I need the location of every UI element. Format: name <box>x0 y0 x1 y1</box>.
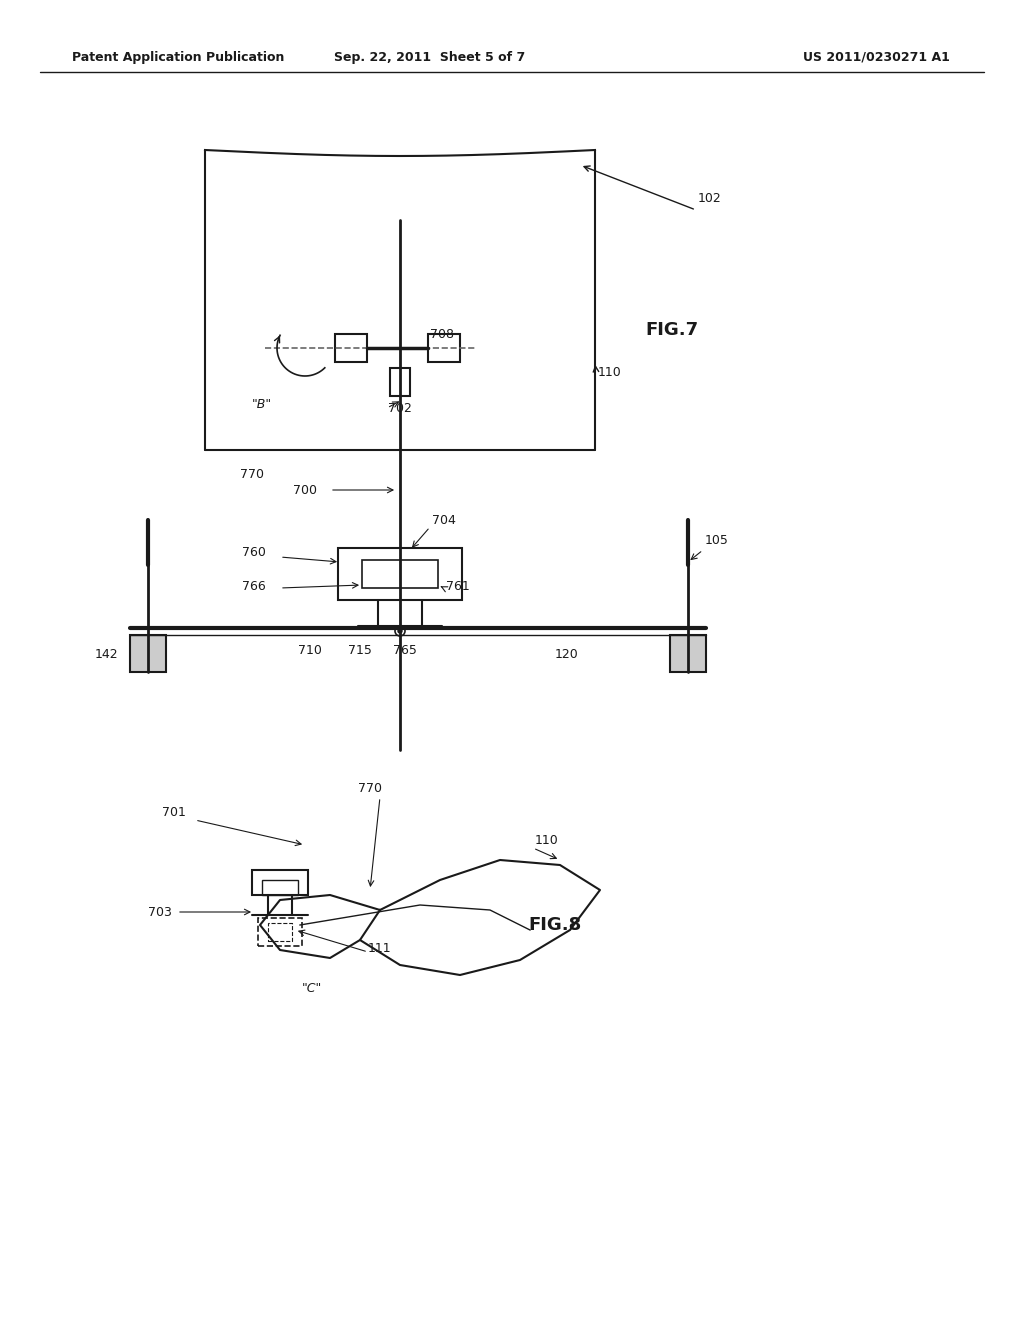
Text: FIG.7: FIG.7 <box>645 321 698 339</box>
Text: 701: 701 <box>162 805 186 818</box>
Text: 703: 703 <box>148 906 172 919</box>
Bar <box>428 334 460 362</box>
Bar <box>258 917 302 946</box>
Bar <box>262 880 298 895</box>
Circle shape <box>395 626 406 636</box>
Text: "B": "B" <box>252 399 272 412</box>
Bar <box>335 334 367 362</box>
Text: 105: 105 <box>705 533 729 546</box>
Text: 770: 770 <box>240 469 264 482</box>
Text: FIG.8: FIG.8 <box>528 916 582 935</box>
Bar <box>338 548 462 601</box>
Bar <box>362 560 438 587</box>
Text: 766: 766 <box>242 579 266 593</box>
Text: Sep. 22, 2011  Sheet 5 of 7: Sep. 22, 2011 Sheet 5 of 7 <box>335 50 525 63</box>
Text: 760: 760 <box>242 545 266 558</box>
Text: 120: 120 <box>555 648 579 661</box>
Text: US 2011/0230271 A1: US 2011/0230271 A1 <box>803 50 950 63</box>
Text: 110: 110 <box>535 833 559 846</box>
Text: 708: 708 <box>430 329 454 342</box>
Bar <box>390 368 410 396</box>
Text: 110: 110 <box>598 366 622 379</box>
Text: 102: 102 <box>698 191 722 205</box>
Bar <box>252 870 308 895</box>
Text: 700: 700 <box>293 483 317 496</box>
Text: 142: 142 <box>95 648 119 661</box>
Circle shape <box>398 630 402 634</box>
Text: 761: 761 <box>446 579 470 593</box>
Text: 704: 704 <box>432 513 456 527</box>
Text: Patent Application Publication: Patent Application Publication <box>72 50 285 63</box>
Text: 715: 715 <box>348 644 372 656</box>
Text: 710: 710 <box>298 644 322 656</box>
Text: 702: 702 <box>388 401 412 414</box>
Bar <box>268 923 292 941</box>
Text: 111: 111 <box>368 941 391 954</box>
Bar <box>670 635 706 672</box>
Text: 770: 770 <box>358 781 382 795</box>
Bar <box>130 635 166 672</box>
Text: 765: 765 <box>393 644 417 656</box>
Text: "C": "C" <box>302 982 323 994</box>
